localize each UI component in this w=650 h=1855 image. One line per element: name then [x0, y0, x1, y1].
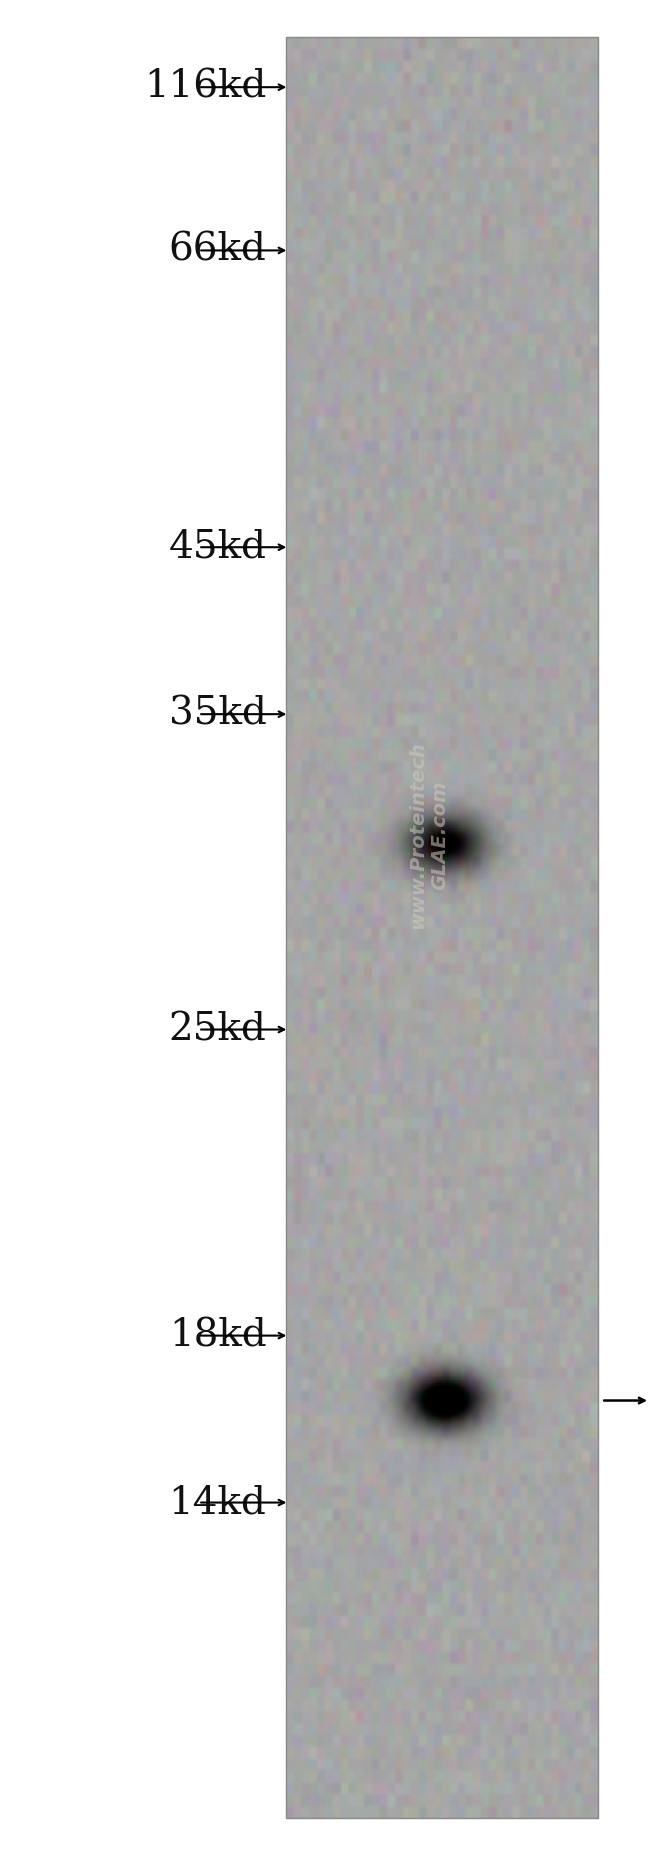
Text: www.Proteintech
GLAE.com: www.Proteintech GLAE.com	[408, 740, 450, 929]
Text: 14kd: 14kd	[168, 1484, 266, 1521]
Bar	[286, 37, 598, 1818]
Text: 66kd: 66kd	[168, 232, 266, 269]
Text: 18kd: 18kd	[169, 1317, 266, 1354]
Text: 45kd: 45kd	[168, 529, 266, 566]
Text: 35kd: 35kd	[168, 696, 266, 733]
Text: 116kd: 116kd	[144, 69, 266, 106]
Text: 25kd: 25kd	[168, 1011, 266, 1048]
